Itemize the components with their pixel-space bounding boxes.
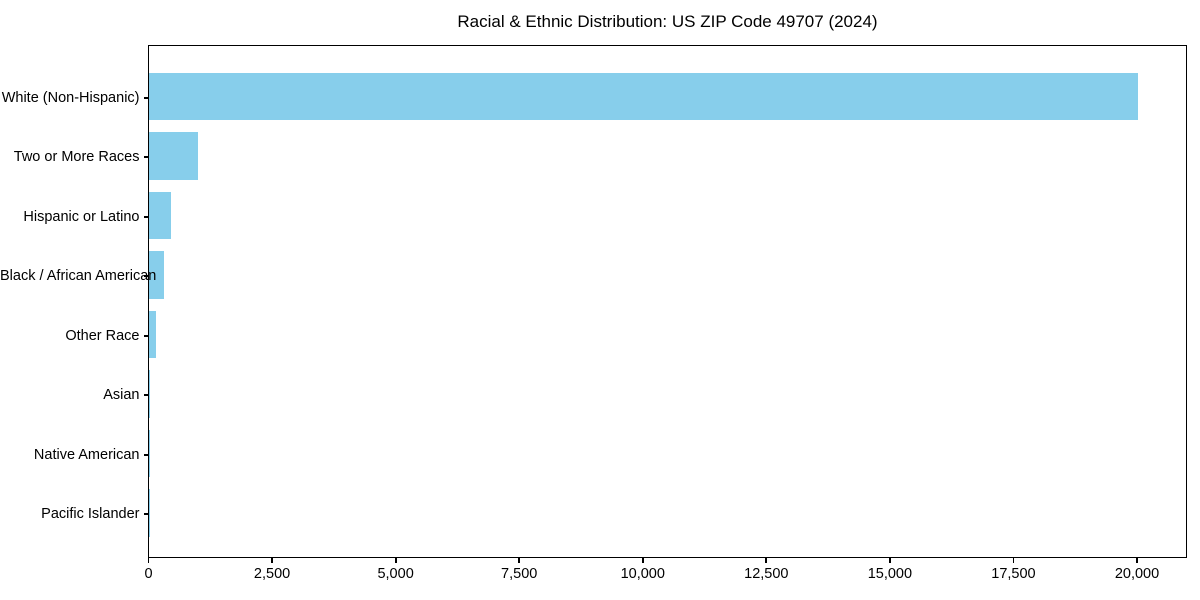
x-tick-10000 bbox=[641, 557, 644, 563]
y-tick-black-african-american bbox=[143, 275, 149, 278]
chart-title: Racial & Ethnic Distribution: US ZIP Cod… bbox=[457, 12, 878, 31]
x-tick-20000 bbox=[1136, 557, 1138, 563]
x-tick-12500 bbox=[765, 557, 768, 563]
y-label-two-or-more-races: Two or More Races bbox=[13, 149, 140, 166]
x-tick-label-15000: 15,000 bbox=[867, 565, 913, 582]
y-label-native-american: Native American bbox=[33, 446, 140, 463]
x-tick-label-2500: 2,500 bbox=[253, 565, 291, 582]
x-tick-label-17500: 17,500 bbox=[991, 565, 1036, 582]
x-tick-label-7500: 7,500 bbox=[501, 565, 538, 582]
x-tick-label-12500: 12,500 bbox=[744, 565, 789, 582]
x-tick-5000 bbox=[394, 557, 397, 563]
bar-asian bbox=[149, 370, 150, 418]
x-tick-15000 bbox=[888, 557, 891, 563]
x-tick-label-5000: 5,000 bbox=[377, 565, 414, 582]
y-label-other-race: Other Race bbox=[65, 327, 140, 344]
bar-two-or-more-races bbox=[149, 132, 199, 180]
y-tick-pacific-islander bbox=[143, 513, 149, 516]
y-tick-two-or-more-races bbox=[143, 156, 149, 159]
x-tick-2500 bbox=[271, 557, 273, 563]
y-tick-other-race bbox=[143, 334, 149, 337]
bar-hispanic-or-latino bbox=[149, 191, 172, 240]
y-tick-native-american bbox=[143, 453, 149, 456]
x-tick-0 bbox=[147, 557, 150, 563]
x-tick-label-20000: 20,000 bbox=[1114, 565, 1160, 582]
y-label-pacific-islander: Pacific Islander bbox=[41, 506, 140, 523]
y-label-black-african-american: Black / African American bbox=[0, 268, 157, 285]
bar-other-race bbox=[149, 310, 157, 359]
y-tick-hispanic-or-latino bbox=[143, 215, 149, 218]
y-tick-white-non-hispanic bbox=[143, 96, 149, 99]
plot-area bbox=[148, 45, 1187, 558]
y-label-hispanic-or-latino: Hispanic or Latino bbox=[23, 208, 140, 225]
y-label-white-non-hispanic: White (Non-Hispanic) bbox=[1, 89, 140, 106]
bars-layer bbox=[149, 46, 1186, 557]
bar-white-non-hispanic bbox=[149, 72, 1138, 121]
x-tick-label-10000: 10,000 bbox=[620, 565, 665, 582]
x-tick-label-0: 0 bbox=[144, 565, 153, 582]
y-tick-asian bbox=[143, 394, 149, 397]
bar-black-african-american bbox=[149, 251, 164, 299]
x-tick-7500 bbox=[518, 557, 521, 563]
y-label-asian: Asian bbox=[103, 387, 140, 404]
x-tick-17500 bbox=[1012, 557, 1015, 563]
